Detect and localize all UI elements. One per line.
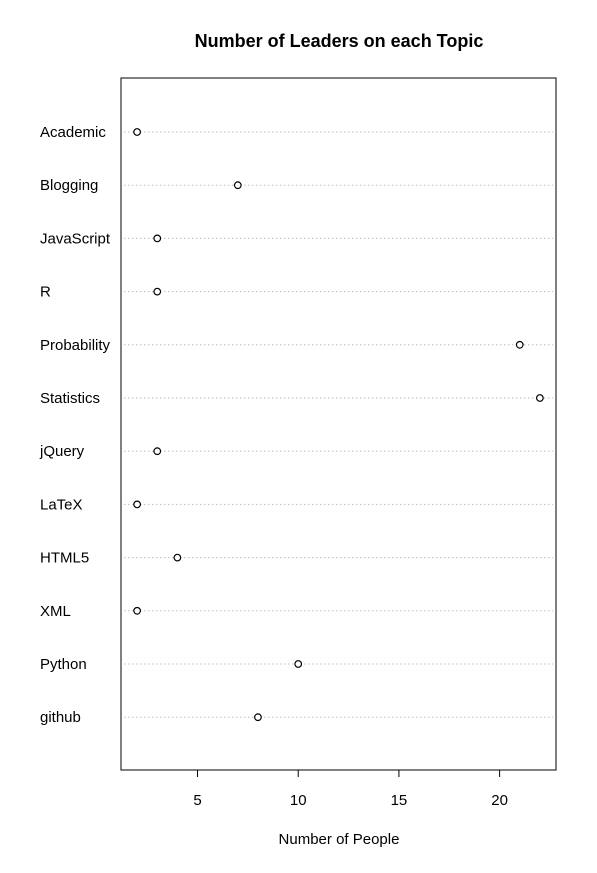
category-label: Statistics: [40, 390, 100, 407]
category-label: JavaScript: [40, 230, 111, 247]
data-point: [133, 128, 142, 136]
category-labels: Academic Blogging JavaScript R Probability St…: [39, 124, 111, 726]
category-label: HTML5: [40, 550, 89, 567]
x-axis-label: Number of People: [279, 831, 400, 848]
data-points: [133, 128, 544, 722]
x-tick-label: 15: [391, 792, 408, 809]
category-label: Academic: [40, 124, 106, 141]
category-label: Probability: [40, 337, 111, 354]
category-label: LaTeX: [40, 496, 83, 513]
category-label: jQuery: [39, 443, 85, 460]
data-point: [133, 606, 142, 615]
data-point: [294, 660, 303, 668]
category-label: Blogging: [40, 177, 98, 194]
x-tick-label: 5: [193, 792, 201, 809]
x-axis: 5 10 15 20: [193, 769, 508, 809]
category-label: XML: [40, 603, 71, 620]
x-tick-label: 20: [491, 792, 508, 809]
data-point: [173, 553, 182, 562]
chart-title: Number of Leaders on each Topic: [195, 31, 484, 51]
grid-lines: [124, 131, 553, 718]
category-label: R: [40, 284, 51, 301]
data-point: [153, 447, 162, 456]
data-point: [133, 500, 142, 509]
plot-frame: [120, 77, 557, 771]
category-label: github: [40, 709, 81, 726]
x-tick-label: 10: [290, 792, 307, 809]
category-label: Python: [40, 656, 87, 673]
data-point: [153, 234, 162, 243]
data-point: [535, 394, 544, 402]
data-point: [153, 287, 162, 296]
data-point: [233, 181, 242, 190]
data-point: [515, 340, 524, 349]
data-point: [254, 713, 262, 722]
